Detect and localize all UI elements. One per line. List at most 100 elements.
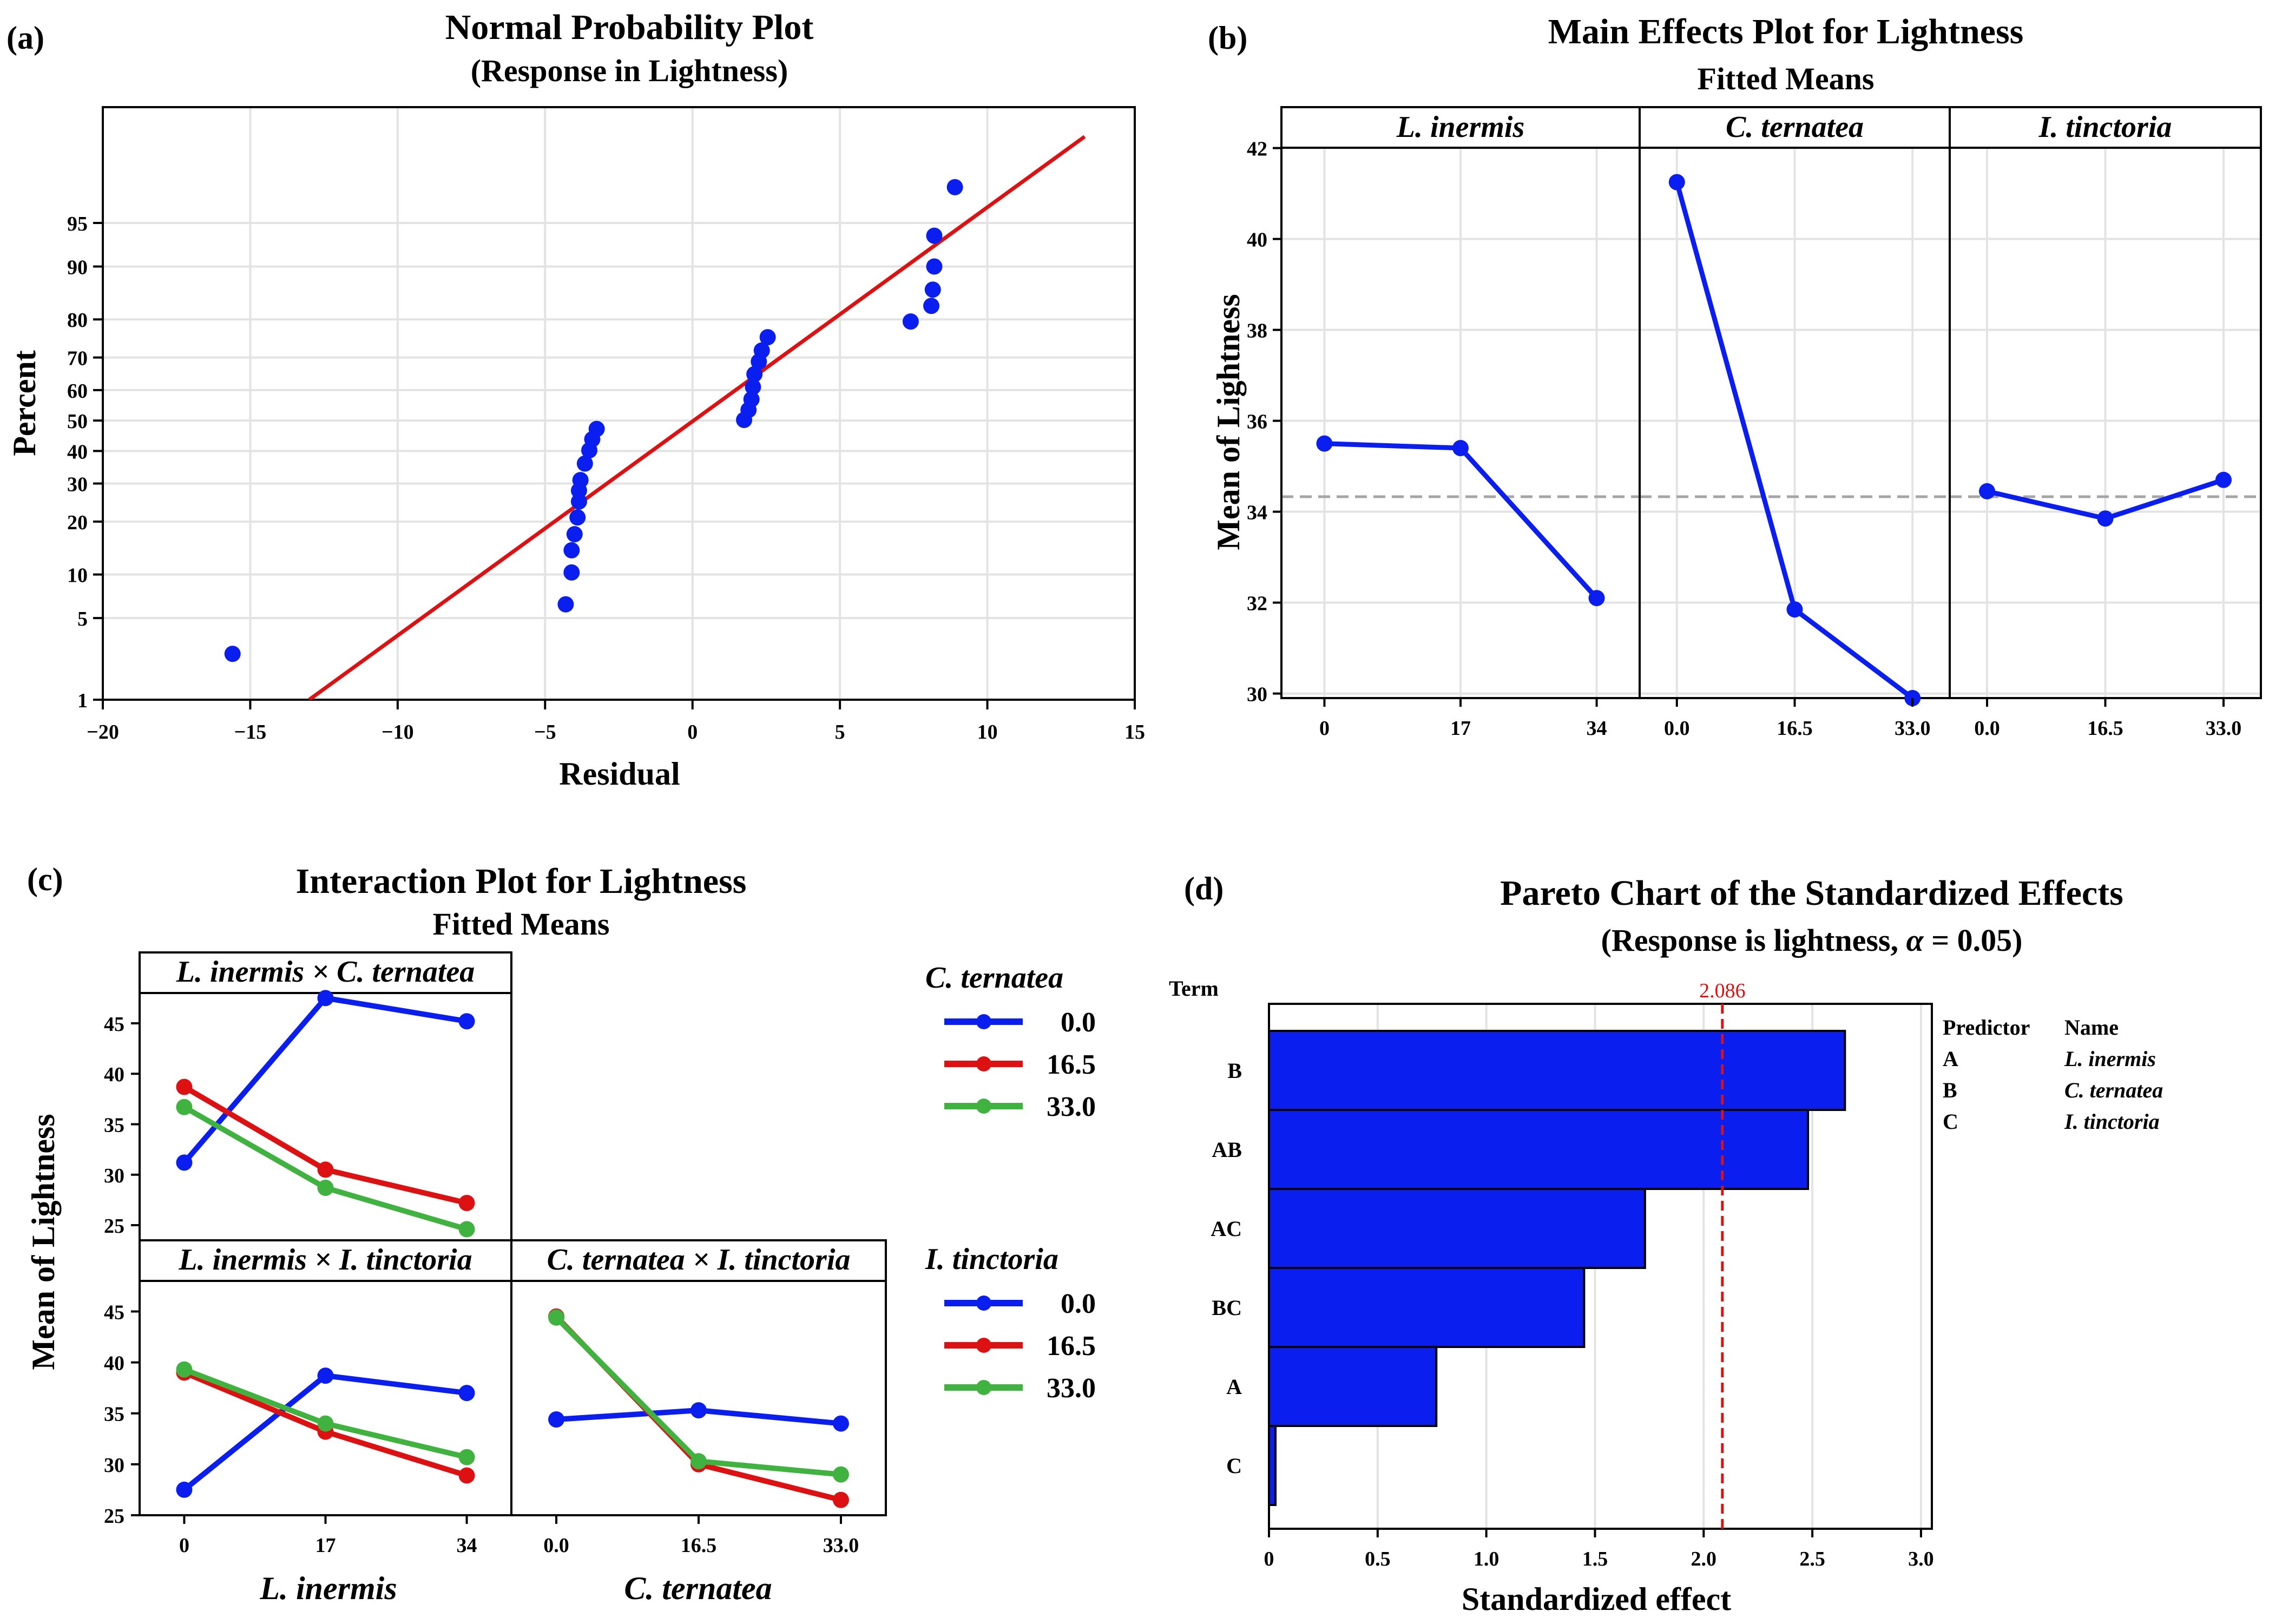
interaction-point	[832, 1466, 849, 1483]
legend-label: 0.0	[1061, 1288, 1096, 1319]
predictor-header: Predictor	[1943, 1015, 2030, 1040]
legend-label: 16.5	[1047, 1331, 1096, 1362]
panel-label-a: (a)	[6, 20, 44, 56]
x-tick-label: 0	[179, 1534, 189, 1557]
x-tick-label: 1.0	[1474, 1548, 1499, 1570]
chart-a-xlabel: Residual	[559, 756, 680, 792]
y-tick-label: 30	[1247, 683, 1267, 706]
y-tick-label: 40	[104, 1352, 124, 1375]
predictor-table: Predictor Name A L. inermis B C. ternate…	[1943, 1015, 2163, 1134]
interaction-plot: L. inermis × C. ternatea 25 30 35 40 45 L. ine…	[104, 951, 887, 1557]
y-tick-label: 50	[67, 410, 88, 433]
interaction-point	[317, 990, 334, 1007]
chart-c-ylabel: Mean of Lightness	[25, 1114, 61, 1370]
interaction-point	[176, 1361, 193, 1378]
y-tick-label: 25	[104, 1505, 124, 1528]
legend-i-tinctoria: I. tinctoria 0.0 16.5 33.0	[925, 1242, 1096, 1404]
y-tick-label: 38	[1247, 320, 1267, 343]
interaction-point	[458, 1013, 475, 1030]
x-tick-label: 33.0	[823, 1534, 859, 1557]
y-tick-label: 45	[104, 1301, 124, 1324]
y-tick-label: 80	[67, 309, 88, 332]
data-point	[923, 298, 940, 314]
y-tick-label: 35	[104, 1403, 124, 1426]
interaction-point	[317, 1415, 334, 1432]
y-tick-label: 30	[104, 1454, 124, 1477]
facet-strip	[1949, 106, 2262, 149]
reference-label: 2.086	[1699, 979, 1746, 1002]
y-tick-label: 10	[67, 564, 88, 587]
data-point	[572, 472, 589, 489]
legend-label: 33.0	[1047, 1092, 1096, 1122]
x-tick-label: −10	[382, 721, 414, 744]
main-effects-plot: L. inermis 0 17 34 C. ternatea 0.0 16.5 33.0 I. …	[1247, 106, 2262, 740]
predictor-name: L. inermis	[2064, 1047, 2156, 1071]
data-point	[557, 596, 574, 613]
x-tick-label: 34	[457, 1534, 477, 1557]
interaction-point	[176, 1154, 193, 1171]
facet-strip	[1280, 106, 1641, 149]
y-tick-label: 25	[104, 1215, 124, 1238]
legend-marker-blue	[976, 1296, 991, 1311]
legend-marker-green	[976, 1099, 991, 1114]
panel-label-b: (b)	[1208, 20, 1247, 56]
interaction-line-33.0	[554, 1316, 841, 1477]
chart-d-title: Pareto Chart of the Standardized Effects	[1500, 873, 2123, 913]
legend-label: 16.5	[1047, 1049, 1096, 1080]
predictor-code: C	[1943, 1109, 1958, 1134]
interaction-strip-label: C. ternatea × I. tinctoria	[547, 1243, 851, 1277]
data-point	[566, 526, 583, 543]
interaction-point	[832, 1491, 849, 1508]
interaction-line-0.0	[182, 995, 468, 1165]
main-effect-point	[1786, 601, 1803, 618]
y-tick-label: 40	[1247, 229, 1267, 252]
chart-c-title: Interaction Plot for Lightness	[296, 862, 747, 901]
interaction-point	[317, 1180, 334, 1196]
x-tick-label: 0.5	[1365, 1548, 1391, 1570]
x-tick-label: 17	[315, 1534, 336, 1557]
data-point	[924, 281, 941, 298]
x-tick-label: 33.0	[2206, 717, 2242, 740]
y-tick-label: 5	[77, 608, 88, 630]
y-tick-label: 95	[67, 213, 88, 235]
data-point	[569, 509, 586, 526]
name-header: Name	[2064, 1015, 2119, 1040]
predictor-code: B	[1943, 1078, 1957, 1102]
interaction-frame	[139, 992, 512, 1241]
interaction-point	[458, 1221, 475, 1238]
pareto-bar-AB	[1268, 1109, 1810, 1190]
chart-a-title: Normal Probability Plot	[445, 8, 814, 47]
interaction-strip-label: L. inermis × C. ternatea	[176, 955, 475, 989]
facet-strip-label: L. inermis	[1396, 110, 1524, 144]
pareto-bar-AC	[1268, 1188, 1646, 1269]
y-tick-label: 1	[77, 689, 88, 712]
x-tick-label: 0	[687, 721, 698, 744]
term-label: BC	[1212, 1296, 1242, 1320]
data-point	[563, 564, 580, 581]
predictor-name: I. tinctoria	[2064, 1109, 2160, 1134]
legend-marker-green	[976, 1380, 991, 1395]
predictor-name: C. ternatea	[2064, 1078, 2163, 1102]
chart-b-ylabel: Mean of Lightness	[1211, 294, 1246, 550]
interaction-point	[548, 1309, 565, 1326]
x-tick-label: 3.0	[1908, 1548, 1934, 1570]
legend-marker-blue	[976, 1014, 991, 1029]
chart-a-subtitle: (Response in Lightness)	[471, 53, 788, 88]
x-tick-label: −15	[234, 721, 267, 744]
data-point	[588, 420, 605, 437]
interaction-point	[458, 1385, 475, 1402]
y-tick-label: 40	[67, 440, 88, 463]
panel-label-c: (c)	[27, 862, 63, 897]
main-effect-point	[1316, 435, 1333, 452]
legend-label: 0.0	[1061, 1007, 1096, 1038]
x-tick-label: 10	[977, 721, 998, 744]
x-tick-label: 34	[1587, 717, 1607, 740]
x-tick-label: −5	[534, 721, 556, 744]
main-effect-point	[1588, 590, 1605, 607]
x-tick-label: 16.5	[681, 1534, 717, 1557]
data-point	[926, 258, 943, 275]
y-tick-label: 60	[67, 380, 88, 403]
data-point	[563, 542, 580, 558]
data-point	[576, 455, 593, 472]
